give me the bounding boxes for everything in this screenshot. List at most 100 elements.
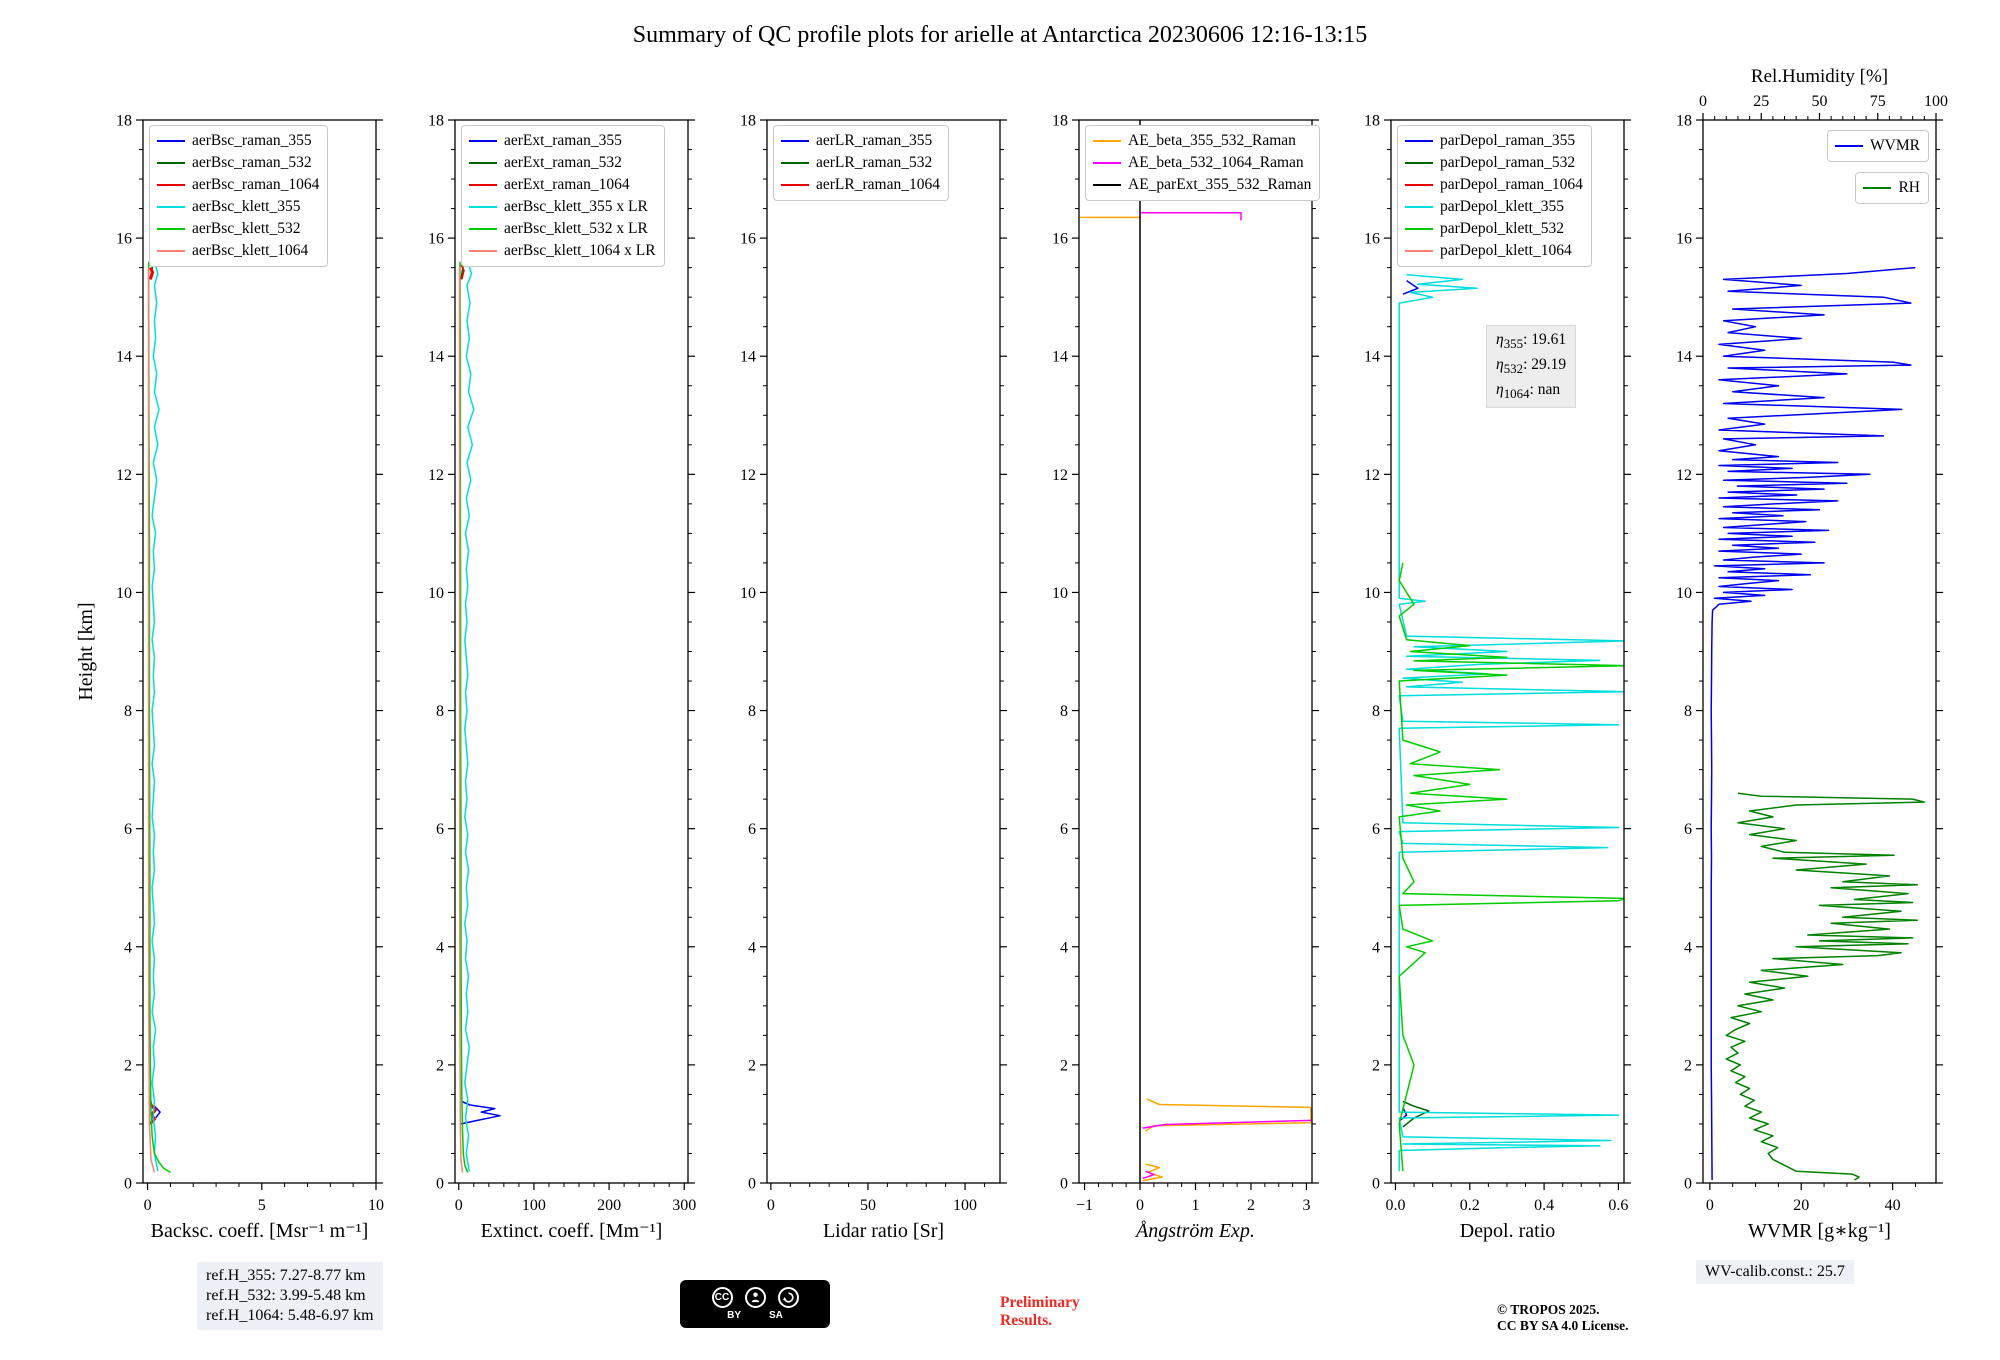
- legend-item: parDepol_klett_532: [1405, 218, 1583, 240]
- legend-item: WVMR: [1835, 135, 1920, 157]
- y-tick-label: 18: [1364, 113, 1380, 130]
- top-tick-label: 75: [1870, 93, 1886, 110]
- x-tick-label: 50: [860, 1197, 876, 1214]
- legend-swatch: [157, 184, 185, 186]
- y-tick-label: 6: [436, 821, 444, 838]
- y-tick-label: 2: [436, 1057, 444, 1074]
- eta-line: η532: 29.19: [1496, 356, 1567, 377]
- series-aerBsc_klett_355: [151, 261, 160, 1172]
- legend-item: parDepol_raman_532: [1405, 152, 1583, 174]
- top-tick-label: 50: [1812, 93, 1828, 110]
- legend-lidar-ratio: aerLR_raman_355 aerLR_raman_532 aerLR_rama…: [773, 125, 949, 201]
- legend-swatch: [1093, 140, 1121, 142]
- cc-license-badge: CC BY SA: [680, 1280, 830, 1328]
- y-tick-label: 8: [124, 703, 132, 720]
- y-tick-label: 6: [748, 821, 756, 838]
- legend-label: parDepol_klett_1064: [1440, 242, 1572, 259]
- legend-item: parDepol_klett_1064: [1405, 240, 1583, 262]
- legend-swatch: [469, 162, 497, 164]
- y-tick-label: 16: [1052, 231, 1068, 248]
- legend-swatch: [469, 228, 497, 230]
- y-axis-label: Height [km]: [75, 602, 97, 700]
- x-tick-label: 0.4: [1534, 1197, 1554, 1214]
- series-aerBsc_klett_1064: [147, 267, 156, 1173]
- legend-item: parDepol_klett_355: [1405, 196, 1583, 218]
- legend-item: AE_parExt_355_532_Raman: [1093, 174, 1311, 196]
- y-tick-label: 4: [1060, 939, 1068, 956]
- x-tick-label: 0.2: [1460, 1197, 1480, 1214]
- legend-label: aerLR_raman_532: [816, 154, 933, 171]
- reference-height-box: ref.H_355: 7.27-8.77 km ref.H_532: 3.99-…: [197, 1262, 383, 1330]
- x-axis-label-backscatter: Backsc. coeff. [Msr⁻¹ m⁻¹]: [151, 1220, 369, 1242]
- legend-swatch: [781, 184, 809, 186]
- legend-swatch: [469, 250, 497, 252]
- y-tick-label: 8: [748, 703, 756, 720]
- legend-item: aerExt_raman_1064: [469, 174, 656, 196]
- y-tick-label: 16: [116, 231, 132, 248]
- series-RH: [1725, 792, 1926, 1181]
- y-tick-label: 12: [1052, 467, 1068, 484]
- y-tick-label: 16: [740, 231, 756, 248]
- series-AE_beta_532_1064_Raman: [1141, 211, 1311, 1180]
- legend-item: RH: [1863, 177, 1920, 199]
- y-tick-label: 0: [1060, 1176, 1068, 1193]
- x-tick-label: 5: [258, 1197, 266, 1214]
- y-tick-label: 2: [1684, 1057, 1692, 1074]
- x-tick-label: 0.0: [1385, 1197, 1405, 1214]
- series-aerExt_raman_1064: [460, 264, 465, 280]
- y-tick-label: 4: [1372, 939, 1380, 956]
- legend-label: aerBsc_klett_355 x LR: [504, 198, 648, 215]
- x-axis-label-lidar-ratio: Lidar ratio [Sr]: [823, 1220, 944, 1242]
- legend-label: AE_beta_532_1064_Raman: [1128, 154, 1304, 171]
- x-tick-label: 40: [1885, 1197, 1901, 1214]
- x-tick-label: 1: [1192, 1197, 1200, 1214]
- legend-label: aerLR_raman_355: [816, 132, 933, 149]
- legend-label: aerExt_raman_532: [504, 154, 622, 171]
- y-tick-label: 14: [1676, 349, 1692, 366]
- top-tick-label: 0: [1699, 93, 1707, 110]
- y-tick-label: 6: [1372, 821, 1380, 838]
- legend-item: AE_beta_532_1064_Raman: [1093, 152, 1311, 174]
- y-tick-label: 10: [1052, 585, 1068, 602]
- legend-label: aerBsc_klett_532 x LR: [504, 220, 648, 237]
- y-tick-label: 8: [1684, 703, 1692, 720]
- legend-swatch: [781, 162, 809, 164]
- y-tick-label: 0: [1372, 1176, 1380, 1193]
- legend-label: aerBsc_raman_532: [192, 154, 312, 171]
- y-tick-label: 12: [428, 467, 444, 484]
- panel-extinction-series: [458, 214, 501, 1173]
- x-tick-label: 100: [953, 1197, 977, 1214]
- y-tick-label: 12: [1364, 467, 1380, 484]
- legend-item: parDepol_raman_355: [1405, 130, 1583, 152]
- eta-line: η355: 19.61: [1496, 331, 1567, 352]
- y-tick-label: 6: [1684, 821, 1692, 838]
- x-tick-label: 2: [1247, 1197, 1255, 1214]
- legend-swatch: [469, 184, 497, 186]
- legend-item: aerLR_raman_532: [781, 152, 940, 174]
- legend-label: parDepol_raman_532: [1440, 154, 1576, 171]
- x-tick-label: 20: [1793, 1197, 1809, 1214]
- legend-item: aerBsc_klett_1064 x LR: [469, 240, 656, 262]
- y-tick-label: 0: [436, 1176, 444, 1193]
- x-tick-label: 10: [368, 1197, 384, 1214]
- legend-item: aerExt_raman_355: [469, 130, 656, 152]
- y-tick-label: 16: [1364, 231, 1380, 248]
- y-tick-label: 10: [1676, 585, 1692, 602]
- y-tick-label: 18: [1676, 113, 1692, 130]
- copyright-note: © TROPOS 2025. CC BY SA 4.0 License.: [1497, 1302, 1629, 1333]
- legend-backscatter: aerBsc_raman_355 aerBsc_raman_532 aerBsc_r…: [149, 125, 329, 267]
- legend-item: aerBsc_klett_532 x LR: [469, 218, 656, 240]
- x-axis-label-angstroem: Ångström Exp.: [1134, 1220, 1255, 1242]
- legend-label: aerBsc_klett_1064: [192, 242, 309, 259]
- legend-swatch: [1405, 206, 1433, 208]
- panel-depol: 0 2 4 6 8 10 12 14 16 18 0.0 0.2 0.4 0.6 Depol. ratio: [1364, 113, 1631, 1242]
- ref-height-355: ref.H_355: 7.27-8.77 km: [206, 1267, 366, 1284]
- legend-swatch: [1835, 145, 1864, 147]
- eta-annotation: η355: 19.61 η532: 29.19 η1064: nan: [1486, 325, 1577, 409]
- panel-extinction: 0 2 4 6 8 10 12 14 16 18 0 100 200 300 Extinct. coeff.…: [428, 113, 696, 1243]
- legend-wvmr-1: RH: [1855, 172, 1929, 204]
- legend-swatch: [1863, 187, 1892, 189]
